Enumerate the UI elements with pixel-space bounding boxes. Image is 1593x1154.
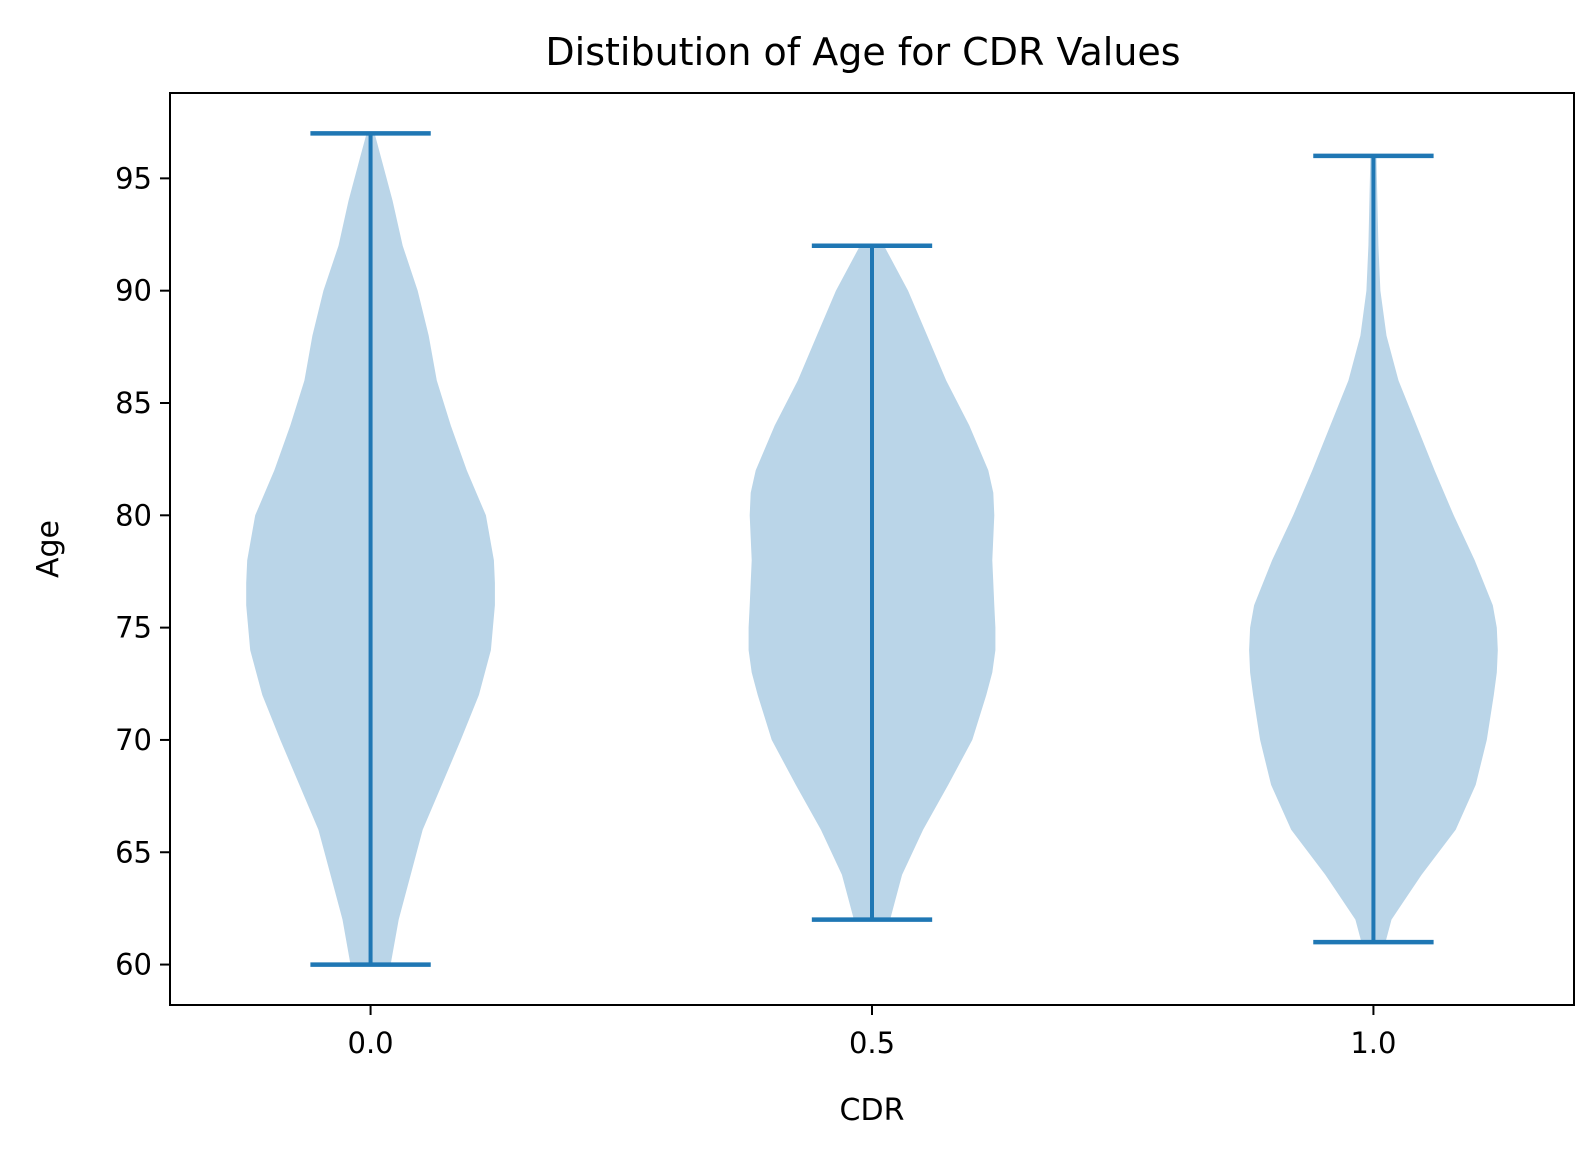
y-axis-label: Age [31,520,66,578]
y-tick-label-70: 70 [115,723,152,757]
x-axis-label: CDR [840,1093,905,1128]
x-tick-label-1: 0.5 [849,1026,895,1060]
x-axis: 0.0 0.5 1.0 [348,1005,1396,1060]
y-axis: 60 65 70 75 80 85 90 95 [115,161,170,982]
y-tick-label-60: 60 [115,948,152,982]
x-tick-label-0: 0.0 [348,1026,394,1060]
x-tick-label-2: 1.0 [1350,1026,1396,1060]
y-tick-label-65: 65 [115,835,152,869]
y-tick-label-90: 90 [115,274,152,308]
y-tick-label-85: 85 [115,386,152,420]
violin-whiskers [310,131,1434,967]
y-tick-label-95: 95 [115,161,152,195]
y-tick-label-75: 75 [115,611,152,645]
y-tick-label-80: 80 [115,498,152,532]
chart-title: Distibution of Age for CDR Values [545,30,1180,74]
